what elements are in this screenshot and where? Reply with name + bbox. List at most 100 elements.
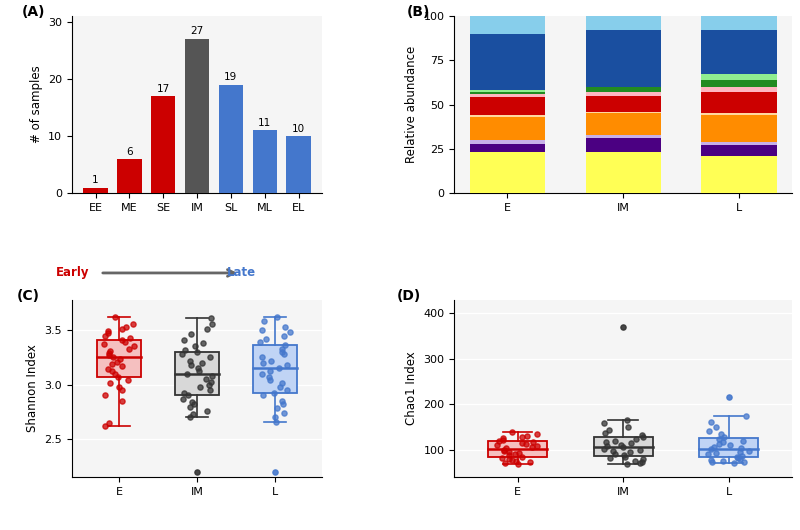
Point [515, 439, 528, 447]
Point [102, 327, 114, 335]
Text: 17: 17 [157, 84, 170, 94]
Point [269, 413, 282, 421]
Point [732, 454, 745, 462]
Bar [470, 16, 545, 33]
Point [102, 329, 114, 338]
Point [621, 416, 634, 425]
Point [203, 353, 216, 361]
Point [269, 467, 282, 476]
Bar [702, 80, 777, 87]
Point [530, 429, 543, 438]
Point [268, 389, 281, 398]
Point [181, 369, 194, 378]
Point [284, 328, 297, 337]
Point [106, 360, 118, 368]
Point [606, 447, 619, 455]
Point [190, 348, 203, 356]
Point [206, 320, 218, 328]
Point [255, 369, 268, 378]
Point [257, 391, 270, 400]
Point [204, 386, 217, 394]
Point [715, 429, 728, 438]
Bar [151, 96, 175, 193]
Point [103, 347, 116, 355]
Point [516, 452, 529, 461]
Point [114, 355, 126, 364]
Point [502, 451, 515, 460]
Point [178, 335, 191, 344]
Point [618, 451, 630, 460]
Point [609, 449, 622, 458]
Bar [470, 117, 545, 140]
Point [176, 350, 189, 358]
Point [603, 426, 616, 435]
Point [278, 409, 290, 417]
Bar [254, 346, 297, 393]
Point [498, 446, 510, 455]
Point [621, 460, 634, 469]
Bar [470, 94, 545, 98]
Point [497, 436, 510, 444]
Bar [586, 113, 661, 135]
Point [617, 443, 630, 452]
Bar [470, 115, 545, 117]
Point [203, 381, 216, 389]
Point [724, 441, 737, 449]
Point [704, 455, 717, 464]
Point [280, 361, 293, 369]
Point [735, 444, 748, 452]
Point [702, 450, 714, 458]
Point [713, 439, 726, 448]
Text: (B): (B) [407, 5, 430, 19]
Point [493, 436, 506, 445]
Point [512, 460, 525, 469]
Point [734, 455, 746, 463]
Point [263, 367, 276, 376]
Point [102, 349, 115, 357]
Point [108, 369, 121, 378]
Bar [586, 92, 661, 96]
Point [106, 353, 119, 361]
Bar [702, 142, 777, 145]
Point [707, 443, 720, 451]
Point [254, 338, 266, 346]
Bar [702, 87, 777, 92]
Bar [218, 85, 243, 193]
Point [264, 356, 277, 365]
Point [617, 323, 630, 331]
Bar [586, 96, 661, 112]
Point [628, 456, 641, 465]
Text: (D): (D) [397, 289, 422, 303]
Text: 10: 10 [292, 123, 305, 134]
Point [713, 435, 726, 443]
Bar [470, 140, 545, 144]
Point [706, 457, 719, 466]
Point [275, 344, 288, 353]
Point [609, 436, 622, 445]
Point [498, 446, 510, 454]
Point [110, 357, 123, 366]
Point [503, 448, 516, 456]
Point [618, 452, 631, 461]
Point [99, 422, 112, 430]
Point [710, 423, 722, 431]
Bar [702, 115, 777, 142]
Point [508, 450, 521, 458]
Point [119, 338, 132, 346]
Point [255, 326, 268, 334]
Point [102, 351, 115, 359]
Bar [488, 441, 547, 457]
Point [716, 438, 729, 447]
Text: (A): (A) [22, 5, 46, 19]
Point [122, 376, 134, 384]
Point [106, 367, 118, 376]
Point [116, 396, 129, 405]
Point [523, 458, 536, 467]
Bar [83, 188, 108, 193]
Point [270, 313, 283, 321]
Point [206, 372, 218, 380]
Point [185, 398, 198, 406]
Point [192, 367, 205, 376]
Y-axis label: Chao1 Index: Chao1 Index [405, 351, 418, 425]
Point [98, 331, 111, 340]
